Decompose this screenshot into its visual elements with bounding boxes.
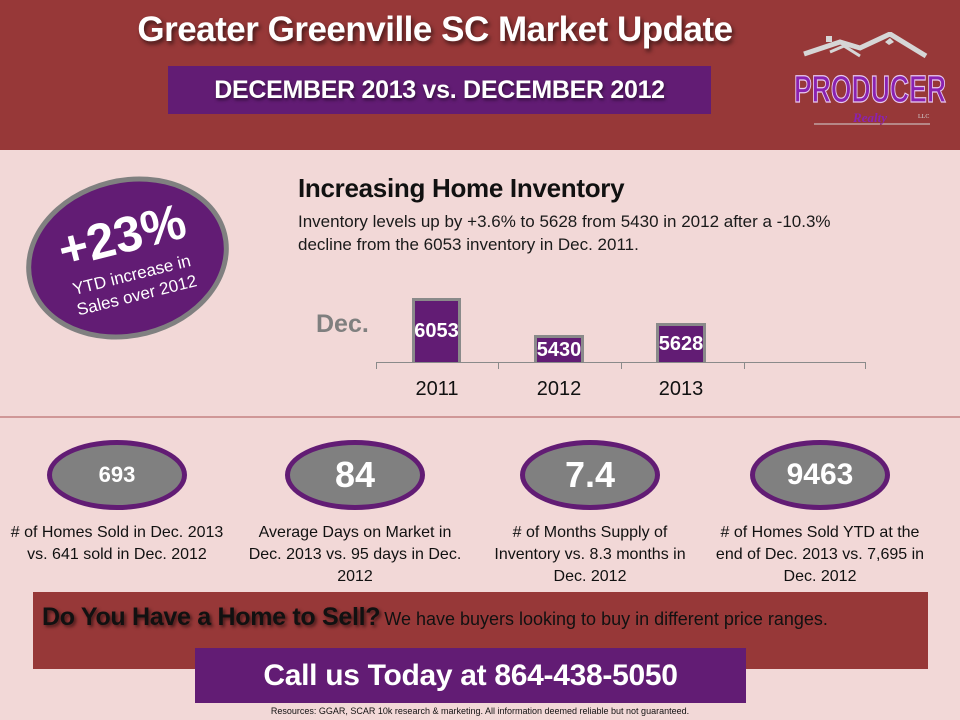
house-roof-icon [803,32,928,59]
cta-headline: Do You Have a Home to Sell? [42,603,381,631]
stat-homes-sold: 693 # of Homes Sold in Dec. 2013 vs. 641… [7,440,227,566]
subtitle-banner: DECEMBER 2013 vs. DECEMBER 2012 [168,66,711,114]
stat-description: # of Months Supply of Inventory vs. 8.3 … [494,524,686,585]
stat-oval: 9463 [750,440,890,510]
footer-note: Resources: GGAR, SCAR 10k research & mar… [270,706,690,716]
svg-text:PRODUCER: PRODUCER [794,69,946,111]
call-us-label: Call us Today at 864-438-5050 [263,658,678,692]
axis-tick [865,362,866,369]
stat-oval: 84 [285,440,425,510]
stat-oval: 7.4 [520,440,660,510]
stat-days-on-market: 84 Average Days on Market in Dec. 2013 v… [245,440,465,588]
stat-homes-sold-ytd: 9463 # of Homes Sold YTD at the end of D… [710,440,930,588]
inventory-bar-chart: Dec. 6053 5430 5628 2011 2012 2013 [300,290,880,410]
header-banner: Greater Greenville SC Market Update DECE… [0,0,960,150]
producer-realty-logo: PRODUCER Realty LLC [793,32,947,125]
svg-text:Realty: Realty [852,110,887,125]
stat-description: Average Days on Market in Dec. 2013 vs. … [248,524,462,585]
subtitle-text: DECEMBER 2013 vs. DECEMBER 2012 [214,75,665,104]
stat-oval: 693 [47,440,187,510]
x-label-2011: 2011 [415,378,459,400]
chart-series-label: Dec. [316,310,369,338]
ytd-sales-badge: +23% YTD increase in Sales over 2012 [8,155,247,361]
bar-2011: 6053 [412,298,461,362]
cta-subtext: We have buyers looking to buy in differe… [384,609,828,629]
stat-description: # of Homes Sold YTD at the end of Dec. 2… [715,524,925,585]
stat-months-supply: 7.4 # of Months Supply of Inventory vs. … [480,440,700,588]
bar-2012: 5430 [534,335,584,362]
section-divider [0,416,960,418]
axis-tick [376,362,377,369]
axis-tick [498,362,499,369]
x-label-2013: 2013 [658,378,704,400]
cta-text: Do You Have a Home to Sell? We have buyer… [42,603,828,632]
inventory-description: Inventory levels up by +3.6% to 5628 fro… [298,212,831,254]
bar-2013: 5628 [656,323,706,362]
inventory-heading: Increasing Home Inventory [298,173,625,203]
call-us-button[interactable]: Call us Today at 864-438-5050 [195,648,746,703]
axis-tick [621,362,622,369]
x-label-2012: 2012 [536,378,582,400]
axis-tick [744,362,745,369]
svg-text:LLC: LLC [918,114,929,120]
stat-description: # of Homes Sold in Dec. 2013 vs. 641 sol… [10,524,224,563]
page-title: Greater Greenville SC Market Update [137,10,733,49]
